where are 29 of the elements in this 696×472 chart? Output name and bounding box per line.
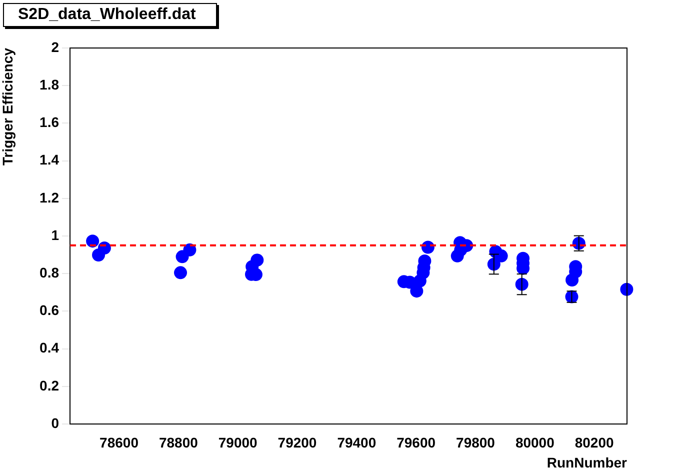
y-tick-label: 1 — [51, 226, 60, 243]
point — [410, 284, 424, 298]
y-tick-label: 1.6 — [40, 114, 60, 130]
y-axis-title: Trigger Efficiency — [0, 48, 16, 166]
x-tick-label: 78600 — [100, 434, 139, 450]
y-tick-label: 1.8 — [40, 76, 60, 92]
x-tick-label: 79000 — [218, 434, 258, 450]
x-tick-label: 80000 — [515, 434, 555, 450]
x-axis-title: RunNumber — [546, 454, 628, 470]
y-tick-label: 0.4 — [40, 340, 60, 356]
y-tick-label: 2 — [51, 38, 60, 55]
y-tick-label: 0.2 — [40, 377, 60, 394]
y-tick-label: 1.4 — [40, 152, 60, 168]
x-tick-label: 79400 — [337, 434, 376, 450]
x-tick-label: 78800 — [158, 434, 198, 450]
point — [250, 254, 264, 267]
point — [620, 282, 634, 296]
chart-title: S2D_data_Wholeeff.dat — [3, 3, 217, 27]
x-tick-label: 79600 — [396, 434, 436, 450]
x-tick-label: 79800 — [456, 434, 496, 450]
y-tick-label: 0.8 — [40, 264, 60, 280]
y-tick-label: 0 — [51, 414, 60, 431]
x-tick-label: 79200 — [278, 434, 317, 450]
point — [174, 266, 188, 280]
x-tick-label: 80200 — [574, 434, 614, 450]
y-tick-label: 1.2 — [40, 189, 60, 206]
y-tick-label: 0.6 — [40, 302, 60, 318]
point — [183, 243, 196, 256]
point — [494, 249, 508, 262]
